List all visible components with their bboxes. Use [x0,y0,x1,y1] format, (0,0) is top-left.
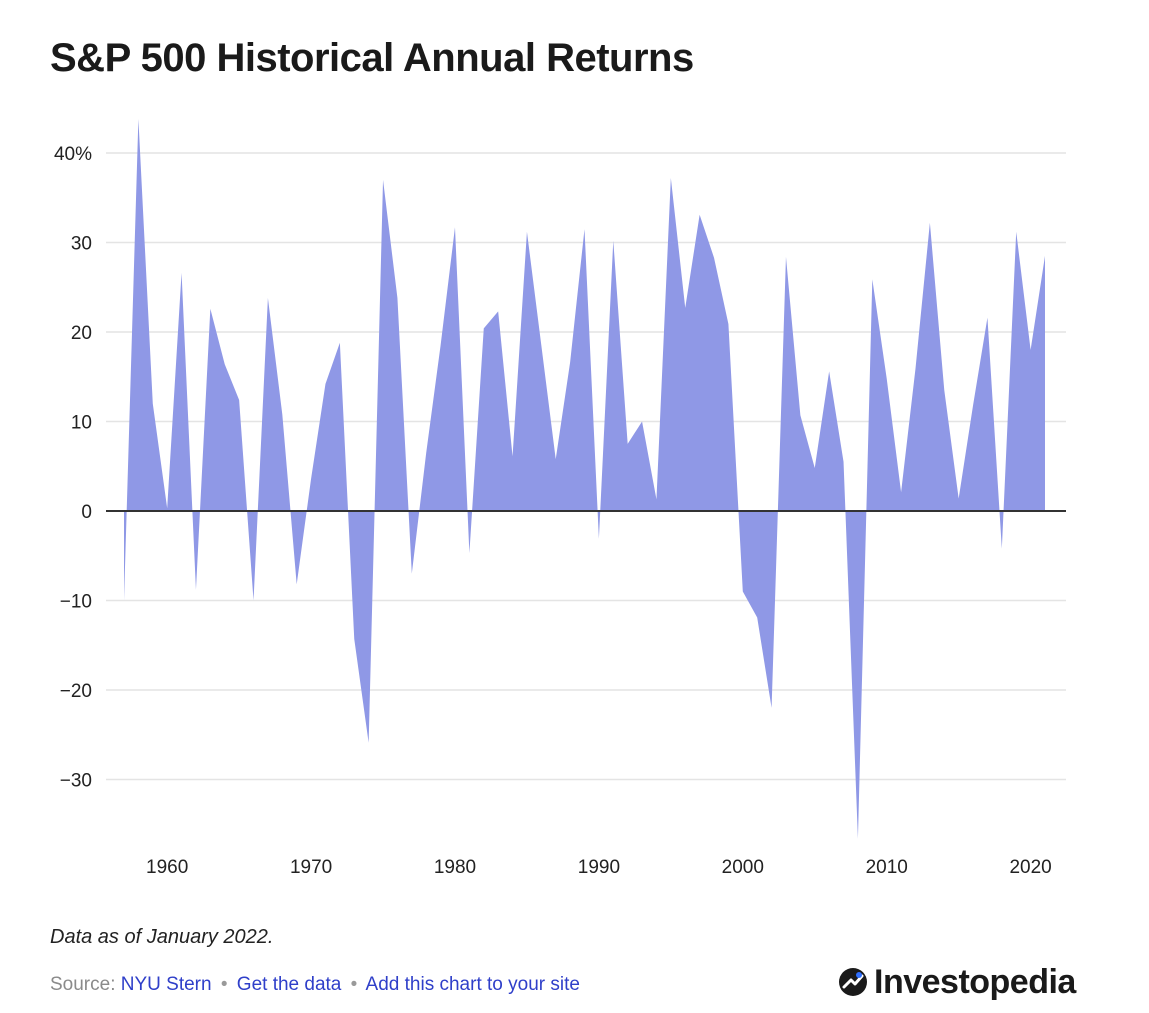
separator-dot: • [350,974,358,995]
y-tick-label: 0 [81,502,92,523]
separator-dot: • [220,974,228,995]
returns-area [124,118,1045,839]
source-link-nyu-stern[interactable]: NYU Stern [120,974,212,995]
get-the-data-link[interactable]: Get the data [236,974,342,995]
y-tick-label: −10 [60,592,92,613]
x-tick-label: 2010 [866,857,908,878]
investopedia-logo[interactable]: Investopedia [838,962,1076,1002]
x-tick-label: 2000 [722,857,764,878]
x-tick-label: 1980 [434,857,476,878]
x-tick-label: 2020 [1009,857,1051,878]
y-tick-label: −20 [60,681,92,702]
returns-area-series [123,118,1046,839]
x-tick-label: 1970 [290,857,332,878]
add-chart-to-site-link[interactable]: Add this chart to your site [365,974,580,995]
x-tick-label: 1960 [146,857,188,878]
y-axis-tick-labels: 40% 30 20 10 0 −10 −20 −30 [54,144,92,792]
y-tick-label: 10 [71,413,92,434]
y-tick-label: 30 [71,234,92,255]
source-prefix: Source: [50,974,116,995]
data-date-note: Data as of January 2022. [50,926,274,948]
investopedia-logo-icon [839,968,867,996]
y-tick-label: 20 [71,323,92,344]
x-tick-label: 1990 [578,857,620,878]
y-tick-label: −30 [60,771,92,792]
source-line: Source: NYU Stern • Get the data • Add t… [50,974,580,996]
brand-name: Investopedia [874,962,1076,1001]
y-tick-label: 40% [54,144,92,165]
x-axis-tick-labels: 1960 1970 1980 1990 2000 2010 2020 [146,857,1052,878]
chart-title: S&P 500 Historical Annual Returns [50,36,694,80]
